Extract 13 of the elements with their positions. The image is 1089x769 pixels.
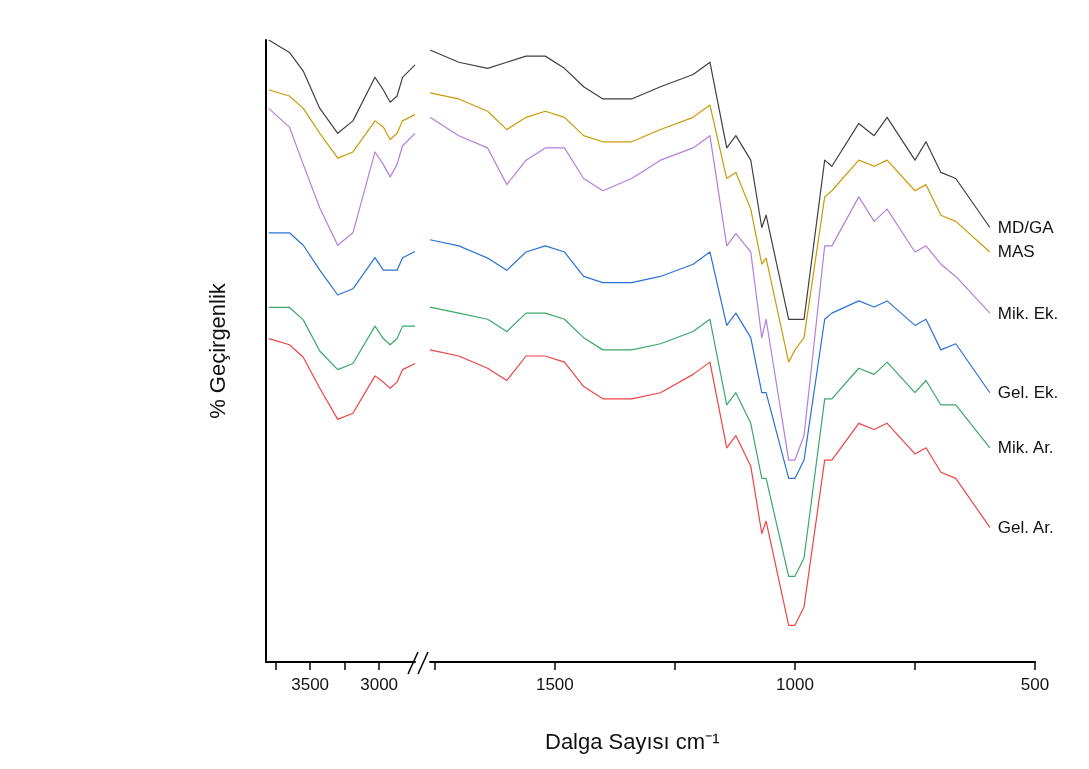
series-label: Gel. Ek. — [997, 383, 1059, 403]
series-label: MD/GA — [997, 217, 1055, 237]
series-label: Gel. Ar. — [997, 517, 1054, 537]
x-tick-label: 1000 — [776, 675, 814, 694]
x-tick-label: 3000 — [360, 675, 399, 694]
x-tick-label: 1500 — [535, 675, 574, 694]
y-axis-title: % Geçirgenlik — [204, 282, 230, 419]
x-tick-label: 500 — [1020, 675, 1050, 694]
series-label: MAS — [997, 242, 1035, 262]
x-axis-title: Dalga Sayısı cm⁻¹ — [545, 728, 720, 754]
series-label: Mik. Ar. — [997, 438, 1054, 458]
x-tick-label: 3500 — [291, 675, 330, 694]
series-label: Mik. Ek. — [997, 303, 1059, 323]
